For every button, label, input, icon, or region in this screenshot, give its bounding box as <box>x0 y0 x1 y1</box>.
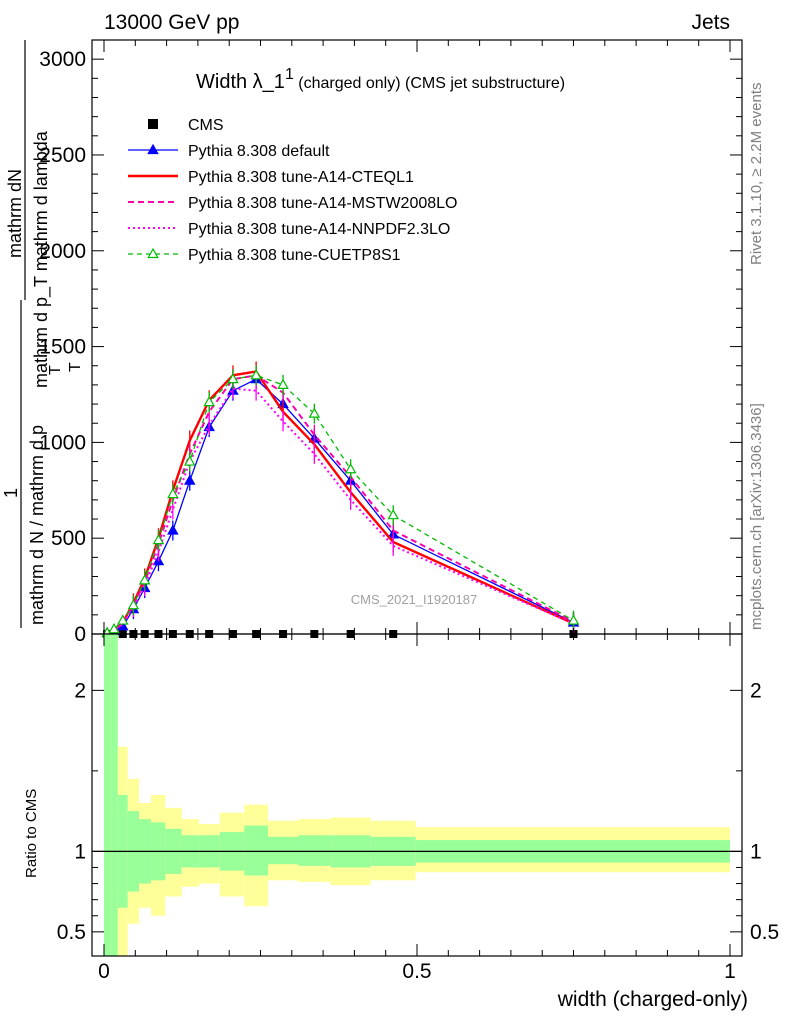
ratio-axes: 0.5 0.5 1 1 2 2 <box>57 634 779 956</box>
marker-cuetp-2 <box>117 614 129 625</box>
y-tick-label-4: 2000 <box>39 240 86 263</box>
series-line-default <box>106 378 574 634</box>
y-tick-label-5: 2500 <box>39 144 86 167</box>
ratio-frame <box>91 633 743 957</box>
series-line-mstw <box>106 374 574 634</box>
marker-cuetp-11 <box>277 378 289 390</box>
ylabel-numerator: mathrm dN <box>5 169 25 258</box>
legend-label-mstw: Pythia 8.308 tune-A14-MSTW2008LO <box>188 195 457 212</box>
ratio-y-tick-label-2: 2 <box>74 679 86 702</box>
legend-marker-cuetp <box>147 247 159 259</box>
svg-text:Width λ_11 (charged only) (CMS: Width λ_11 (charged only) (CMS jet subst… <box>196 66 565 93</box>
series-line-cuetp <box>106 374 574 634</box>
legend-label-cteql1: Pythia 8.308 tune-A14-CTEQL1 <box>188 169 414 186</box>
y-tick-label-3: 1500 <box>39 336 86 359</box>
marker-cuetp-10 <box>250 369 262 380</box>
title-suffix: (charged only) (CMS jet substructure) <box>294 75 565 92</box>
ylabel-prefix-subscript: T <box>47 365 64 375</box>
rivet-label: Rivet 3.1.10, ≥ 2.2M events <box>748 83 765 266</box>
marker-cuetp-9 <box>227 372 239 384</box>
process-label: Jets <box>691 11 730 34</box>
legend-label-nnpdf: Pythia 8.308 tune-A14-NNPDF2.3LO <box>188 221 450 238</box>
ylabel-prefix-denominator: mathrm d N / mathrm d p <box>27 425 47 625</box>
ratio-y-tick-label-right-2: 2 <box>750 679 762 702</box>
marker-cuetp-5 <box>152 533 165 545</box>
legend-label-cuetp: Pythia 8.308 tune-CUETP8S1 <box>188 247 401 264</box>
marker-cuetp-7 <box>183 455 196 466</box>
ratio-panel: 0.5 0.5 1 1 2 2 <box>57 633 779 957</box>
marker-default-7 <box>183 474 196 485</box>
y-tick-label-1: 500 <box>51 527 86 550</box>
ratio-band-inner-1 <box>110 634 118 956</box>
legend-label-default: Pythia 8.308 default <box>188 143 330 160</box>
ylabel-denominator: mathrm d p_T mathrm d lambda <box>31 130 52 388</box>
x-tick-label-1: 0.5 <box>402 960 431 983</box>
main-series-layer <box>101 361 580 638</box>
x-tick-labels: 0 0.5 1 <box>98 960 736 983</box>
y-tick-label-2: 1000 <box>39 431 86 454</box>
title-superscript: 1 <box>285 66 294 83</box>
legend-swatch-cms <box>148 119 158 129</box>
ylabel-prefix-numerator: 1 <box>1 488 21 498</box>
marker-cuetp-4 <box>138 574 151 585</box>
ratio-band-inner-10 <box>244 825 269 876</box>
x-tick-label-2: 1 <box>724 960 736 983</box>
main-panel: 0 500 1000 1500 2000 2500 3000 <box>39 39 743 646</box>
energy-label: 13000 GeV pp <box>104 11 239 34</box>
main-axes: 0 500 1000 1500 2000 2500 3000 <box>39 40 742 646</box>
marker-cuetp-3 <box>127 599 140 610</box>
marker-cuetp-14 <box>387 508 399 520</box>
ratio-band-inner-12 <box>298 835 331 866</box>
x-tick-label-0: 0 <box>98 960 110 983</box>
ylabel-subscript: T <box>67 362 84 372</box>
ratio-y-tick-label-right-1: 1 <box>750 840 762 863</box>
plot-title: Width λ_11 (charged only) (CMS jet subst… <box>196 66 565 93</box>
marker-cuetp-15 <box>567 614 580 625</box>
analysis-watermark: CMS_2021_I1920187 <box>351 592 478 607</box>
marker-cuetp-13 <box>344 462 357 474</box>
marker-cuetp-12 <box>308 407 321 418</box>
legend-marker-default <box>147 143 159 155</box>
series-line-nnpdf <box>106 387 574 634</box>
ratio-y-tick-label-1: 1 <box>74 840 86 863</box>
ratio-y-tick-label-right-0: 0.5 <box>750 921 779 944</box>
marker-default-6 <box>167 524 179 535</box>
title-main: Width λ_1 <box>196 71 285 93</box>
marker-cuetp-1 <box>108 622 120 634</box>
legend: CMS Pythia 8.308 default Pythia 8.308 tune… <box>128 117 457 264</box>
y-tick-label-6: 3000 <box>39 48 86 71</box>
legend-label-cms: CMS <box>188 117 224 134</box>
mcplots-label: mcplots.cern.ch [arXiv:1306.3436] <box>748 403 765 630</box>
marker-cuetp-6 <box>167 487 179 499</box>
ratio-band-inner-11 <box>268 836 299 865</box>
y-tick-label-0: 0 <box>74 623 86 646</box>
marker-cuetp-8 <box>203 395 215 407</box>
x-axis-title: width (charged-only) <box>557 988 748 1011</box>
ratio-y-title: Ratio to CMS <box>23 789 40 878</box>
ratio-band-inner-0 <box>104 634 111 956</box>
ratio-bands <box>104 634 730 956</box>
ratio-y-tick-label-0: 0.5 <box>57 921 86 944</box>
main-y-title: mathrm dN mathrm d p_T mathrm d lambda T… <box>1 40 84 628</box>
